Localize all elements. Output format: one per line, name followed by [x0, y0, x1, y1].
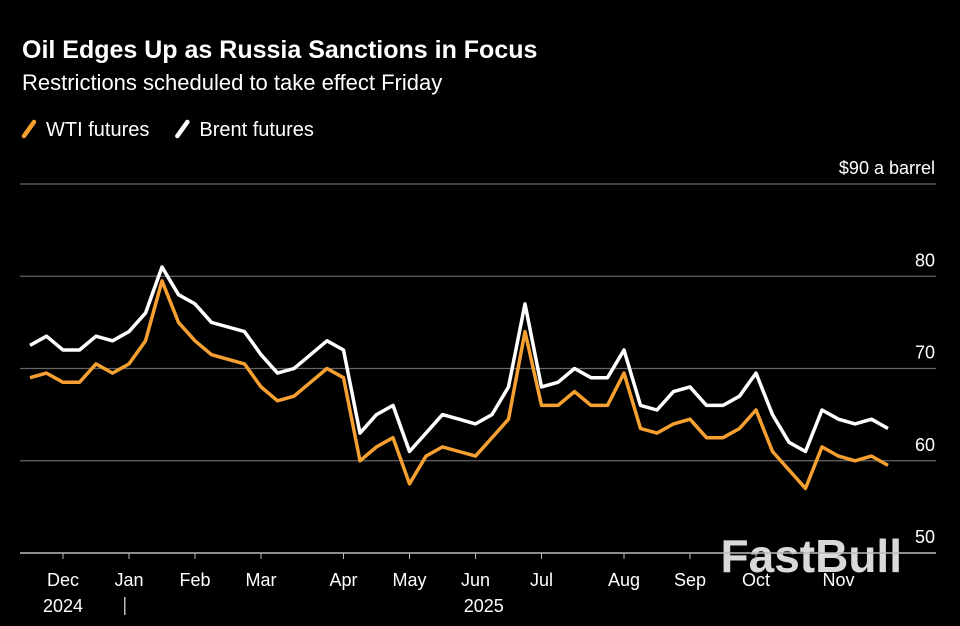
y-tick-label: 60 — [915, 435, 935, 455]
x-tick-label: Nov — [822, 570, 854, 590]
x-tick-label: May — [392, 570, 426, 590]
line-series — [29, 265, 889, 454]
chart-subtitle: Restrictions scheduled to take effect Fr… — [22, 70, 442, 95]
line-series — [29, 279, 889, 491]
legend: WTI futures Brent futures — [21, 119, 314, 141]
legend-label: WTI futures — [46, 119, 149, 141]
y-tick-label: 80 — [915, 250, 935, 270]
x-tick-label: Dec — [47, 570, 79, 590]
watermark: FastBull — [721, 530, 902, 582]
x-tick-label: Feb — [179, 570, 210, 590]
x-tick-label: Oct — [742, 570, 770, 590]
x-tick-label: Mar — [246, 570, 277, 590]
x-tick-label: Jun — [461, 570, 490, 590]
x-tick-label: Aug — [608, 570, 640, 590]
legend-swatch — [21, 119, 37, 139]
y-tick-label: 50 — [915, 527, 935, 547]
y-tick-label: $90 a barrel — [839, 158, 935, 178]
legend-label: Brent futures — [199, 119, 314, 141]
x-tick-label: Jan — [114, 570, 143, 590]
y-tick-label: 70 — [915, 343, 935, 363]
legend-swatch — [175, 119, 190, 139]
chart-title: Oil Edges Up as Russia Sanctions in Focu… — [22, 36, 537, 64]
year-label: 2024 — [43, 596, 83, 616]
x-tick-label: Apr — [329, 570, 357, 590]
year-label: 2025 — [464, 596, 504, 616]
x-tick-label: Jul — [530, 570, 553, 590]
x-tick-label: Sep — [674, 570, 706, 590]
